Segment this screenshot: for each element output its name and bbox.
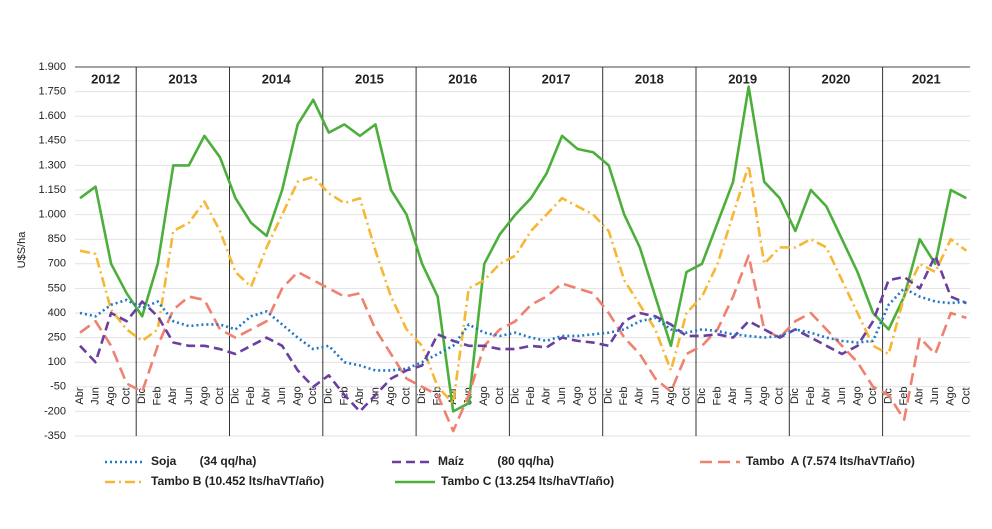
x-tick-label: Feb — [525, 387, 537, 406]
series-line — [79, 287, 967, 372]
y-tick-label: 400 — [48, 307, 66, 319]
y-tick-label: 550 — [48, 282, 66, 294]
x-tick-label: Ago — [851, 386, 863, 406]
x-tick-label: Jun — [276, 387, 288, 405]
y-tick-label: 1.900 — [38, 61, 66, 73]
x-tick-label: Oct — [400, 387, 412, 404]
y-tick-label: 1.600 — [38, 110, 66, 122]
year-label: 2015 — [355, 71, 384, 86]
x-tick-label: Oct — [960, 387, 972, 404]
year-label: 2018 — [635, 71, 664, 86]
y-tick-label: -50 — [50, 381, 66, 393]
x-tick-label: Oct — [214, 387, 226, 404]
x-tick-label: Ago — [665, 386, 677, 406]
x-tick-label: Feb — [618, 387, 630, 406]
x-tick-label: Jun — [649, 387, 661, 405]
x-tick-label: Jun — [743, 387, 755, 405]
x-tick-label: Abr — [74, 387, 86, 404]
year-label: 2014 — [262, 71, 292, 86]
x-tick-label: Abr — [820, 387, 832, 404]
x-tick-label: Oct — [307, 387, 319, 404]
year-label: 2012 — [91, 71, 120, 86]
x-tick-label: Ago — [758, 386, 770, 406]
year-label: 2020 — [821, 71, 850, 86]
x-tick-label: Ago — [572, 386, 584, 406]
series-line — [79, 85, 967, 413]
x-tick-label: Ago — [385, 386, 397, 406]
y-tick-label: 1.750 — [38, 86, 66, 98]
x-tick-label: Dic — [603, 388, 615, 404]
y-tick-label: 1.000 — [38, 209, 66, 221]
x-tick-label: Oct — [494, 387, 506, 404]
legend-label: Tambo A (7.574 lts/haVT/año) — [746, 454, 915, 468]
y-axis-label: U$S/ha — [16, 231, 28, 269]
legend-label: Tambo C (13.254 lts/haVT/año) — [441, 474, 614, 488]
series-line — [79, 164, 968, 405]
series-line — [79, 254, 967, 433]
x-tick-label: Ago — [198, 386, 210, 406]
y-tick-label: 850 — [48, 233, 66, 245]
x-tick-label: Dic — [509, 388, 521, 404]
y-tick-label: -350 — [44, 430, 66, 442]
legend-label: Tambo B (10.452 lts/haVT/año) — [151, 474, 324, 488]
x-tick-label: Abr — [540, 387, 552, 404]
x-tick-label: Jun — [836, 387, 848, 405]
y-tick-label: -200 — [44, 405, 66, 417]
y-tick-label: 250 — [48, 332, 66, 344]
y-tick-label: 1.150 — [38, 184, 66, 196]
y-tick-label: 1.450 — [38, 135, 66, 147]
y-tick-label: 700 — [48, 258, 66, 270]
year-label: 2013 — [168, 71, 197, 86]
year-label: 2019 — [728, 71, 757, 86]
x-tick-label: Abr — [261, 387, 273, 404]
x-tick-label: Abr — [634, 387, 646, 404]
x-tick-label: Ago — [105, 386, 117, 406]
x-tick-label: Feb — [711, 387, 723, 406]
x-tick-label: Oct — [680, 387, 692, 404]
series-line — [79, 254, 967, 413]
x-tick-label: Oct — [587, 387, 599, 404]
x-tick-label: Feb — [152, 387, 164, 406]
x-tick-label: Oct — [774, 387, 786, 404]
year-label: 2017 — [542, 71, 571, 86]
x-tick-label: Abr — [167, 387, 179, 404]
year-label: 2016 — [448, 71, 477, 86]
y-tick-label: 100 — [48, 356, 66, 368]
x-tick-label: Abr — [727, 387, 739, 404]
x-tick-label: Dic — [136, 388, 148, 404]
x-tick-label: Oct — [121, 387, 133, 404]
legend-label: Maíz (80 qq/ha) — [438, 454, 554, 468]
year-label: 2021 — [912, 71, 941, 86]
x-tick-label: Dic — [323, 388, 335, 404]
x-tick-label: Ago — [292, 386, 304, 406]
legend-label: Soja (34 qq/ha) — [151, 454, 256, 468]
x-tick-label: Jun — [183, 387, 195, 405]
x-tick-label: Ago — [945, 386, 957, 406]
x-tick-label: Jun — [89, 387, 101, 405]
x-tick-label: Abr — [354, 387, 366, 404]
x-tick-label: Feb — [245, 387, 257, 406]
x-tick-label: Abr — [914, 387, 926, 404]
x-tick-label: Dic — [229, 388, 241, 404]
x-tick-label: Jun — [929, 387, 941, 405]
x-tick-label: Dic — [789, 388, 801, 404]
x-tick-label: Ago — [478, 386, 490, 406]
x-tick-label: Oct — [867, 387, 879, 404]
y-tick-label: 1.300 — [38, 159, 66, 171]
x-tick-label: Jun — [556, 387, 568, 405]
x-tick-label: Feb — [805, 387, 817, 406]
x-tick-label: Dic — [416, 388, 428, 404]
x-tick-label: Dic — [696, 388, 708, 404]
